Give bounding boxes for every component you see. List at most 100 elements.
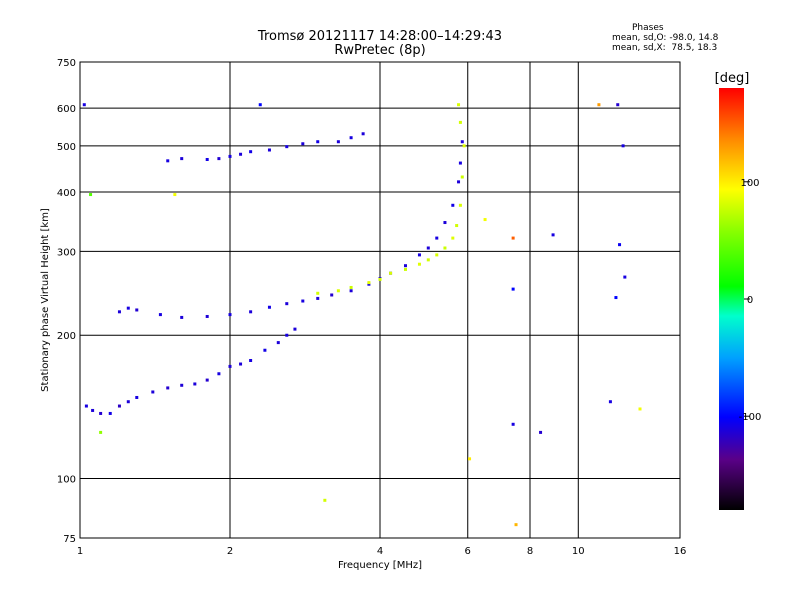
scatter-point <box>91 408 95 412</box>
scatter-point <box>117 404 121 408</box>
scatter-point <box>451 203 455 207</box>
scatter-point <box>239 152 243 156</box>
y-tick-label: 400 <box>57 188 76 199</box>
scatter-point <box>336 289 340 293</box>
scatter-point <box>205 157 209 161</box>
scatter-point <box>551 233 555 237</box>
grid-layer <box>80 62 680 538</box>
colorbar-tick-label: 0 <box>747 295 753 306</box>
y-tick-labels: 75 100 200 300 400 500 600 750 <box>57 58 76 545</box>
scatter-point <box>166 386 170 390</box>
scatter-point <box>458 161 462 165</box>
scatter-point <box>426 258 430 262</box>
x-tick-label: 8 <box>527 546 533 557</box>
scatter-point <box>135 395 139 399</box>
scatter-point <box>285 302 289 306</box>
scatter-point <box>117 310 121 314</box>
scatter-point <box>462 144 466 148</box>
scatter-point <box>623 275 627 279</box>
scatter-point <box>451 236 455 240</box>
scatter-point <box>285 145 289 149</box>
scatter-point <box>349 289 353 293</box>
scatter-point <box>293 327 297 331</box>
scatter-point <box>460 140 464 144</box>
scatter-point <box>228 313 232 317</box>
scatter-point <box>205 314 209 318</box>
scatter-point <box>267 305 271 309</box>
scatter-point <box>597 103 601 107</box>
colorbar <box>719 88 744 510</box>
scatter-point <box>316 291 320 295</box>
scatter-point <box>361 132 365 136</box>
scatter-point <box>458 203 462 207</box>
scatter-point <box>249 358 253 362</box>
scatter-point <box>180 315 184 319</box>
y-tick-label: 100 <box>57 475 76 486</box>
x-tick-label: 16 <box>674 546 687 557</box>
scatter-point <box>367 282 371 286</box>
scatter-point <box>336 140 340 144</box>
scatter-point <box>426 246 430 250</box>
scatter-point <box>403 267 407 271</box>
y-tick-label: 200 <box>57 331 76 342</box>
scatter-point <box>301 142 305 146</box>
x-axis-label: Frequency [MHz] <box>338 560 422 571</box>
x-tick-label: 1 <box>77 546 83 557</box>
scatter-point <box>511 287 515 291</box>
scatter-point <box>258 103 262 107</box>
scatter-point <box>367 281 371 285</box>
scatter-point <box>84 404 88 408</box>
phase-stats-heading: Phases <box>632 23 664 33</box>
scatter-point <box>301 299 305 303</box>
scatter-point <box>511 422 515 426</box>
scatter-point <box>389 271 393 275</box>
scatter-point <box>638 407 642 411</box>
scatter-point <box>483 218 487 222</box>
x-tick-labels: 1 2 4 6 8 10 16 <box>77 546 687 557</box>
scatter-point <box>99 411 103 415</box>
scatter-point <box>349 285 353 289</box>
scatter-point <box>616 103 620 107</box>
colorbar-tick-label: -100 <box>739 412 762 423</box>
scatter-point <box>158 313 162 317</box>
scatter-point <box>135 308 139 312</box>
scatter-point <box>217 372 221 376</box>
scatter-point <box>193 382 197 386</box>
scatter-point <box>276 341 280 345</box>
scatter-point <box>349 136 353 140</box>
scatter-point <box>180 157 184 161</box>
scatter-point <box>618 243 622 247</box>
x-tick-label: 6 <box>465 546 471 557</box>
scatter-point <box>435 236 439 240</box>
scatter-point <box>285 333 289 337</box>
colorbar-tick-label: 100 <box>740 178 759 189</box>
scatter-point <box>514 523 518 527</box>
scatter-point <box>330 293 334 297</box>
scatter-point <box>239 362 243 366</box>
phase-stats-o: mean, sd,O: -98.0, 14.8 <box>612 33 719 43</box>
scatter-point <box>511 236 515 240</box>
x-tick-label: 4 <box>377 546 383 557</box>
scatter-point <box>267 148 271 152</box>
scatter-point <box>608 400 612 404</box>
scatter-point <box>180 383 184 387</box>
x-tick-label: 10 <box>572 546 585 557</box>
phase-stats-x: mean, sd,X: 78.5, 18.3 <box>612 43 718 53</box>
scatter-point <box>249 150 253 154</box>
scatter-point <box>217 157 221 161</box>
scatter-point <box>468 457 472 461</box>
x-tick-label: 2 <box>227 546 233 557</box>
y-tick-label: 75 <box>63 534 76 545</box>
scatter-point <box>173 193 177 197</box>
scatter-point <box>539 430 543 434</box>
scatter-point <box>82 103 86 107</box>
scatter-point <box>151 390 155 394</box>
y-tick-label: 300 <box>57 247 76 258</box>
scatter-point <box>205 378 209 382</box>
scatter-point <box>126 400 130 404</box>
scatter-point <box>621 144 625 148</box>
scatter-point <box>228 154 232 158</box>
scatter-point <box>126 306 130 310</box>
chart-title: Tromsø 20121117 14:28:00–14:29:43 <box>257 29 503 44</box>
